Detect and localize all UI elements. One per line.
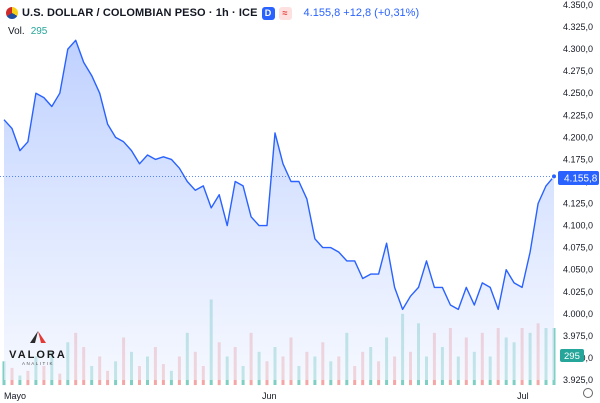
last-price-label: 4.155,8	[564, 174, 598, 185]
price-quote: 4.155,8 +12,8 (+0,31%)	[303, 7, 420, 19]
price-tick-label: 4.025,0	[563, 287, 593, 297]
price-tick-label: 4.075,0	[563, 243, 593, 253]
volume-label: Vol.	[8, 26, 25, 37]
symbol-title[interactable]: U.S. DOLLAR / COLOMBIAN PESO · 1h · ICE	[22, 7, 258, 19]
price-axis-background	[557, 0, 600, 403]
time-tick-label: Mayo	[4, 391, 26, 401]
price-axis[interactable]: 4.350,0 4.325,0 4.300,0 4.275,0 4.250,0 4.225…	[557, 0, 600, 403]
logo-subtitle: ANALITIK	[21, 361, 54, 366]
last-price-tag	[558, 171, 599, 185]
last-price-dot	[551, 173, 557, 180]
price-tick-label: 4.225,0	[563, 110, 593, 120]
price-tick-label: 4.100,0	[563, 221, 593, 231]
price-tick-label: 3.975,0	[563, 331, 593, 341]
price-line	[3, 39, 555, 311]
price-tick-label: 4.125,0	[563, 199, 593, 209]
price-tick-label: 4.200,0	[563, 132, 593, 142]
price-tick-label: 4.300,0	[563, 44, 593, 54]
time-axis[interactable]: Mayo Jun Jul	[4, 391, 529, 401]
last-volume-tag	[560, 349, 584, 362]
data-source-badge[interactable]: D	[261, 6, 275, 20]
last-volume-label: 295	[564, 351, 580, 362]
valora-logo: VALORA ANALITIK	[8, 330, 68, 366]
us-colombia-flag-icon	[6, 7, 18, 19]
price-tick-label: 4.175,0	[563, 154, 593, 164]
price-area	[4, 40, 554, 381]
logo-name: VALORA	[9, 349, 67, 361]
volume-value: 295	[30, 26, 48, 37]
price-tick-label: 3.925,0	[563, 375, 593, 385]
time-tick-label: Jul	[517, 391, 529, 401]
gear-icon[interactable]	[583, 388, 593, 398]
valora-logo-mark-icon	[30, 331, 46, 343]
price-tick-label: 4.050,0	[563, 265, 593, 275]
volume-legend: Vol. 295	[8, 26, 47, 37]
price-tick-label: 4.325,0	[563, 22, 593, 32]
price-tick-label: 4.350,0	[563, 0, 593, 10]
price-tick-label: 4.000,0	[563, 309, 593, 319]
time-tick-label: Jun	[262, 391, 277, 401]
alert-badge[interactable]: ≈	[278, 6, 292, 20]
price-tick-label: 4.250,0	[563, 88, 593, 98]
volume-bar	[18, 375, 22, 385]
chart-header: U.S. DOLLAR / COLOMBIAN PESO · 1h · ICE …	[6, 4, 419, 22]
price-tick-label: 4.275,0	[563, 66, 593, 76]
